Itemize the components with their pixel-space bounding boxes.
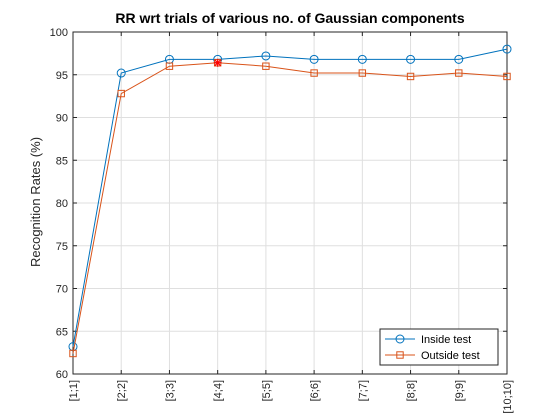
x-tick-label: [8;8] <box>406 380 418 401</box>
y-tick-label: 70 <box>56 284 68 296</box>
x-tick-label: [7;7] <box>357 380 369 401</box>
data-point-circle <box>261 51 271 61</box>
y-tick-label: 90 <box>56 113 68 125</box>
data-point-circle <box>406 54 416 64</box>
data-point-square <box>455 69 463 77</box>
data-point-square <box>117 89 125 98</box>
data-point-square <box>503 72 511 81</box>
x-tick-label: [5;5] <box>261 380 273 401</box>
data-point-square <box>69 349 77 358</box>
y-axis-label: Recognition Rates (%) <box>28 137 43 267</box>
data-point-square <box>310 69 318 77</box>
legend-marker-square <box>396 351 404 359</box>
x-tick-label: [1;1] <box>68 380 80 401</box>
x-tick-label: [6;6] <box>309 380 321 401</box>
x-tick-label: [3;3] <box>164 380 176 401</box>
data-point-square <box>262 62 270 70</box>
y-tick-label: 80 <box>56 198 68 210</box>
y-tick-label: 65 <box>56 326 68 338</box>
y-tick-label: 100 <box>50 27 68 39</box>
x-tick-label: [9;9] <box>454 380 466 401</box>
y-tick-label: 95 <box>56 70 68 82</box>
highlight-star-marker <box>213 58 222 67</box>
data-point-circle <box>357 54 367 64</box>
data-point-square <box>406 72 415 81</box>
legend-label: Inside test <box>421 334 471 346</box>
legend-label: Outside test <box>421 350 480 362</box>
data-point-square <box>165 62 174 70</box>
y-tick-label: 75 <box>56 241 68 253</box>
data-point-circle <box>116 68 126 78</box>
data-point-square <box>358 69 367 77</box>
series-line <box>72 62 508 354</box>
series-line <box>72 48 508 347</box>
x-tick-label: [4;4] <box>213 380 225 401</box>
data-point-circle <box>309 54 319 64</box>
y-tick-label: 85 <box>56 155 68 167</box>
y-tick-label: 60 <box>56 369 68 381</box>
legend-marker-circle <box>395 334 405 344</box>
x-tick-label: [10;10] <box>502 380 514 414</box>
plot-area: 60 65 70 75 80 85 90 95 100 [1;1] [2;2] [3;3] [4;4] [… <box>50 27 514 414</box>
data-point-circle <box>454 54 464 64</box>
star-stroke <box>214 59 222 67</box>
x-tick-label: [2;2] <box>116 380 128 401</box>
chart-title: RR wrt trials of various no. of Gaussian… <box>115 10 464 26</box>
data-point-circle <box>502 44 512 54</box>
